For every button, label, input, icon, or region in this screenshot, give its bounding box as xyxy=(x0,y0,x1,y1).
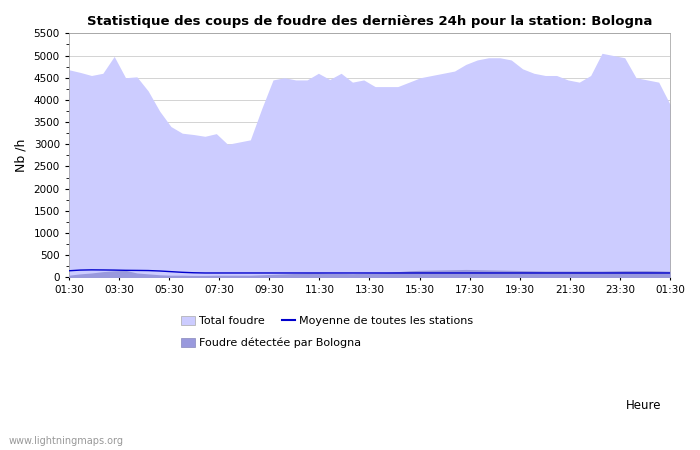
Y-axis label: Nb /h: Nb /h xyxy=(15,139,28,172)
Legend: Foudre détectée par Bologna: Foudre détectée par Bologna xyxy=(177,333,366,353)
Text: Heure: Heure xyxy=(626,399,662,412)
Title: Statistique des coups de foudre des dernières 24h pour la station: Bologna: Statistique des coups de foudre des dern… xyxy=(87,15,652,28)
Text: www.lightningmaps.org: www.lightningmaps.org xyxy=(8,436,123,446)
